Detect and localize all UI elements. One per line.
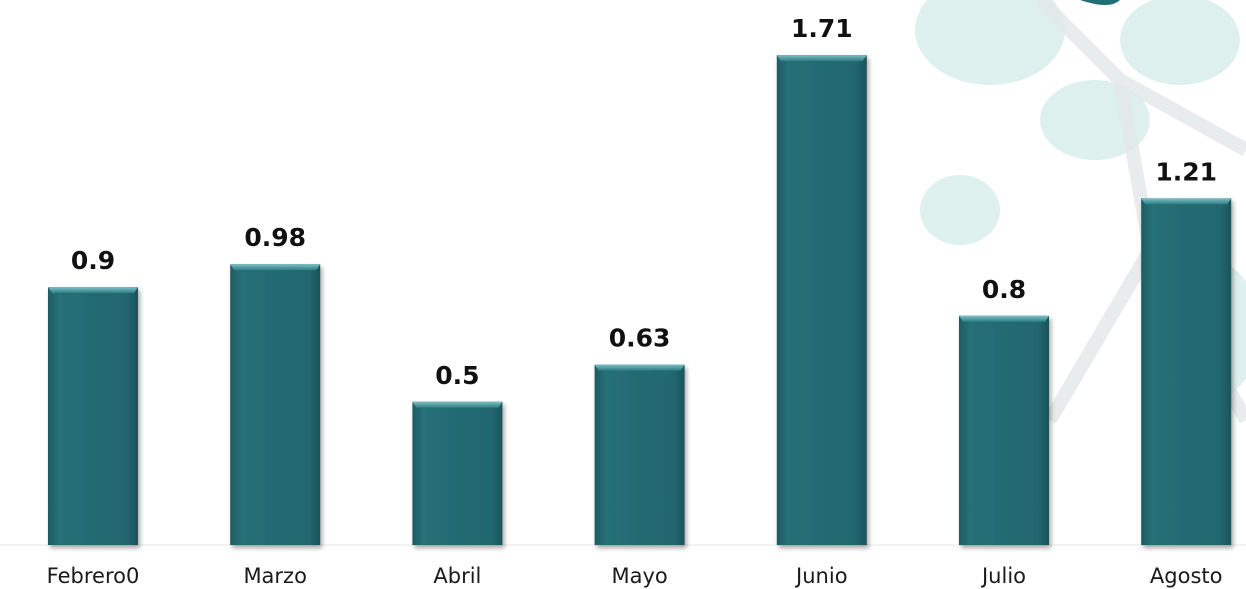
bar-cap-febrero0 <box>48 287 138 294</box>
bar-cap-abril <box>412 401 503 408</box>
bar-body-febrero0 <box>48 287 138 545</box>
value-label-marzo: 0.98 <box>244 223 306 252</box>
bar-marzo <box>230 264 321 545</box>
bar-abril <box>412 401 503 545</box>
bars-layer <box>48 55 1232 546</box>
bar-body-mayo <box>594 364 685 545</box>
value-label-febrero0: 0.9 <box>71 246 115 275</box>
value-label-julio: 0.8 <box>982 275 1026 304</box>
category-label-febrero0: Febrero0 <box>47 564 140 588</box>
bar-febrero0 <box>48 287 138 545</box>
value-label-agosto: 1.21 <box>1155 157 1217 186</box>
value-label-abril: 0.5 <box>435 361 479 390</box>
bar-body-marzo <box>230 264 321 545</box>
value-label-mayo: 0.63 <box>609 324 671 353</box>
category-label-mayo: Mayo <box>611 564 667 588</box>
bar-body-abril <box>412 401 503 545</box>
bar-agosto <box>1141 198 1232 545</box>
value-labels-layer: 0.9 0.98 0.5 0.63 1.71 0.8 1.21 <box>71 14 1217 390</box>
bar-cap-agosto <box>1141 198 1232 205</box>
bar-cap-junio <box>776 55 867 62</box>
category-label-abril: Abril <box>433 564 481 588</box>
bar-body-agosto <box>1141 198 1232 545</box>
value-label-junio: 1.71 <box>791 14 853 43</box>
bar-cap-mayo <box>594 364 685 371</box>
bar-body-junio <box>776 55 867 546</box>
category-label-junio: Junio <box>794 564 848 588</box>
category-label-julio: Julio <box>980 564 1026 588</box>
bar-cap-julio <box>959 315 1049 322</box>
category-labels-layer: Febrero0 Marzo Abril Mayo Junio Julio Agosto <box>47 564 1223 588</box>
bar-cap-marzo <box>230 264 321 271</box>
category-label-marzo: Marzo <box>243 564 307 588</box>
bar-mayo <box>594 364 685 545</box>
bar-body-julio <box>959 315 1049 545</box>
bar-junio <box>776 55 867 546</box>
bar-julio <box>959 315 1049 545</box>
category-label-agosto: Agosto <box>1150 564 1223 588</box>
